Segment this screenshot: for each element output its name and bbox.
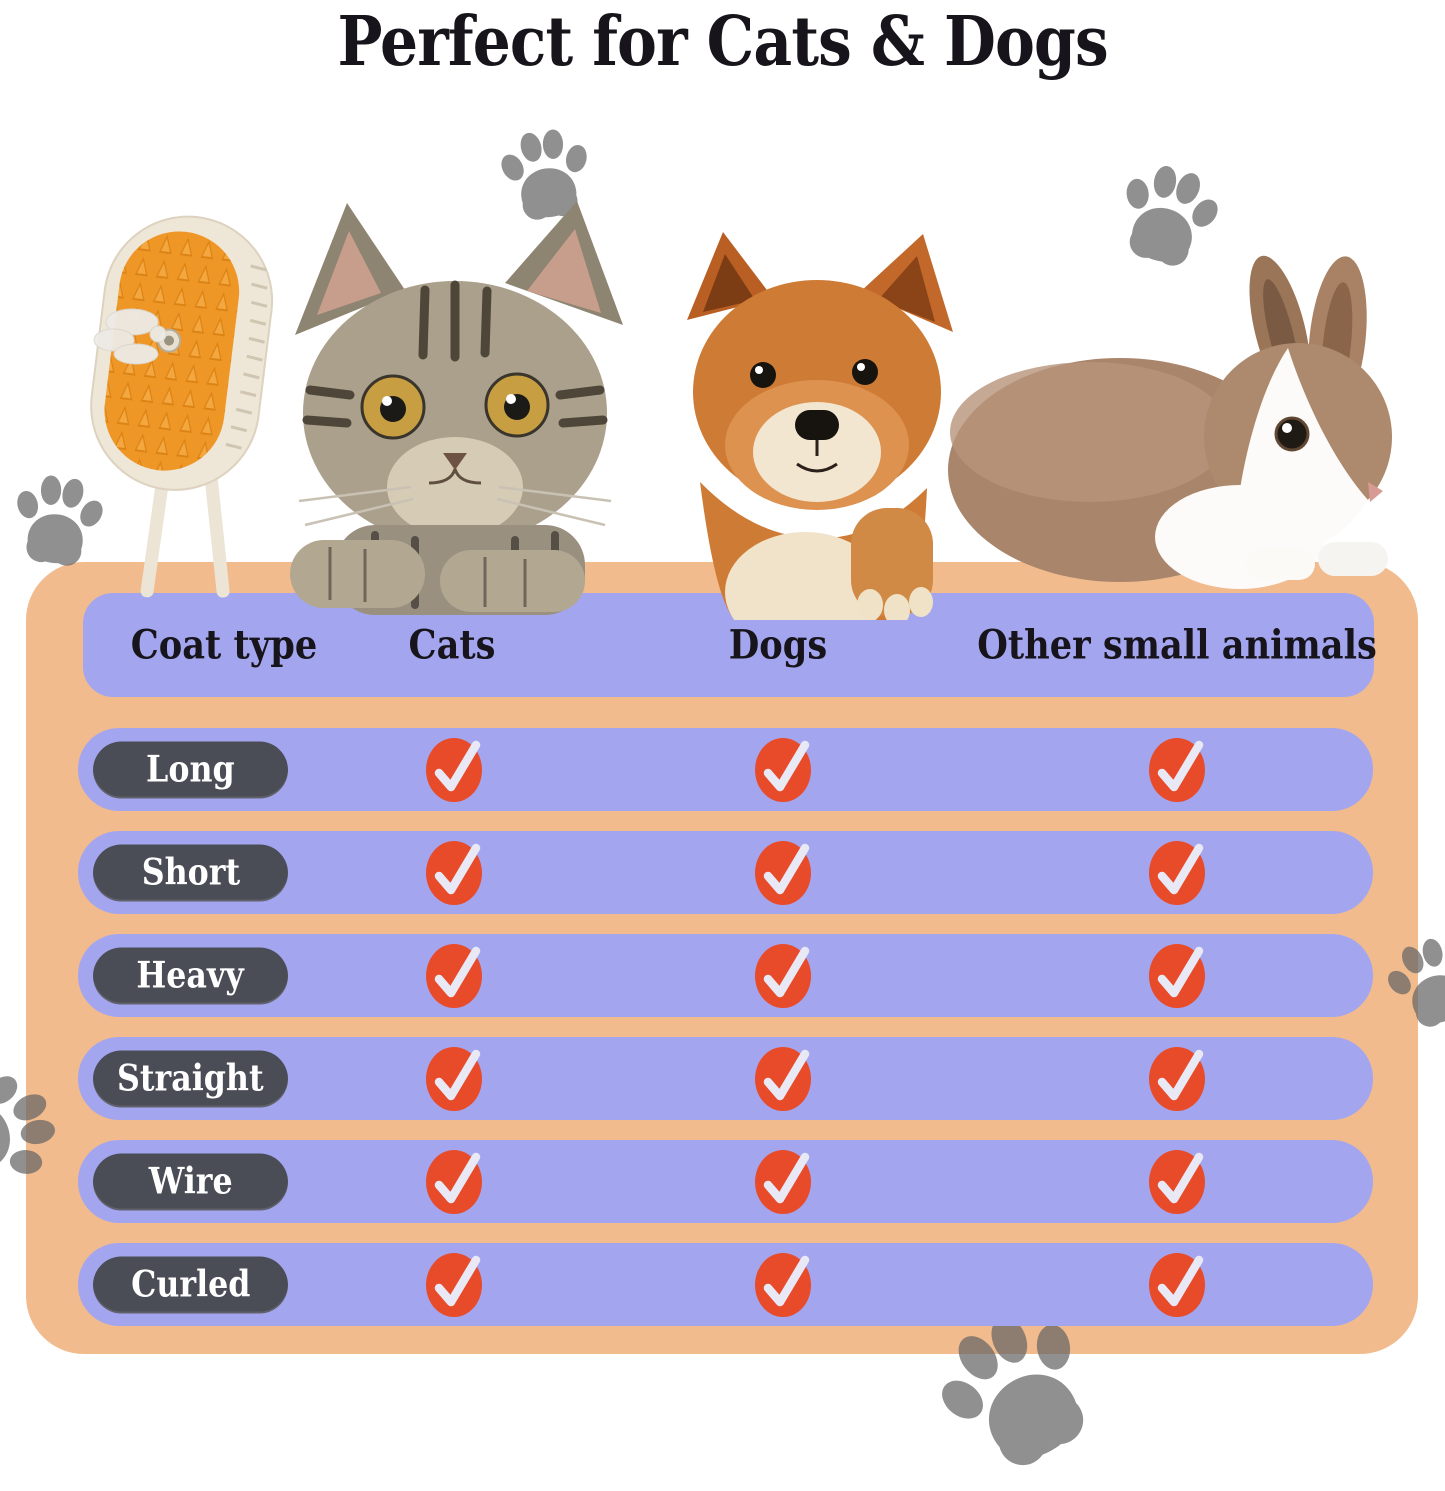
check-cell-cats [426, 737, 482, 802]
page-title: Perfect for Cats & Dogs [337, 2, 1108, 82]
check-icon [1149, 943, 1205, 1008]
coat-type-label: Curled [130, 1263, 251, 1306]
check-icon [755, 1046, 811, 1111]
check-cell-cats [426, 943, 482, 1008]
column-header-other-small-animals: Other small animals [977, 621, 1377, 669]
check-icon [755, 1149, 811, 1214]
check-cell-dogs [755, 840, 811, 905]
steam-puff [93, 308, 167, 365]
check-icon [1149, 840, 1205, 905]
coat-type-label: Wire [148, 1160, 233, 1203]
check-cell-dogs [755, 1046, 811, 1111]
check-icon [755, 943, 811, 1008]
check-icon [1149, 1149, 1205, 1214]
check-cell-other [1149, 943, 1205, 1008]
check-cell-cats [426, 1149, 482, 1214]
check-cell-cats [426, 1252, 482, 1317]
check-cell-cats [426, 840, 482, 905]
cat-eyes [360, 372, 550, 440]
rabbit-paw [1245, 548, 1315, 580]
dog-paw [851, 508, 933, 620]
rabbit-illustration [948, 255, 1392, 589]
check-icon [1149, 1046, 1205, 1111]
table-row: Straight [78, 1037, 1373, 1120]
table-row: Curled [78, 1243, 1373, 1326]
table-row: Short [78, 831, 1373, 914]
cat-stripes [302, 280, 608, 428]
coat-type-pill: Straight [93, 1050, 288, 1107]
check-cell-dogs [755, 943, 811, 1008]
dog-chest [725, 532, 885, 620]
check-cell-other [1149, 1046, 1205, 1111]
brush-body [90, 215, 274, 491]
check-cell-other [1149, 840, 1205, 905]
check-cell-other [1149, 1252, 1205, 1317]
brush-handle-prongs [140, 470, 230, 598]
check-cell-dogs [755, 1252, 811, 1317]
cat-nose [443, 453, 467, 470]
check-icon [426, 1046, 482, 1111]
coat-type-label: Short [141, 851, 240, 894]
dog-nose [795, 410, 839, 440]
check-cell-other [1149, 1149, 1205, 1214]
check-cell-cats [426, 1046, 482, 1111]
check-icon [1149, 737, 1205, 802]
coat-type-label: Heavy [136, 954, 245, 997]
check-icon [755, 1252, 811, 1317]
cat-ears [295, 201, 623, 335]
check-icon [426, 1252, 482, 1317]
check-cell-dogs [755, 737, 811, 802]
check-cell-dogs [755, 1149, 811, 1214]
rabbit-paw [1318, 542, 1388, 576]
coat-type-pill: Short [93, 844, 288, 901]
coat-type-label: Straight [117, 1057, 264, 1100]
column-header-dogs: Dogs [728, 621, 828, 669]
table-row: Heavy [78, 934, 1373, 1017]
cat-paws [290, 540, 585, 612]
cat-muzzle [387, 437, 523, 537]
coat-type-label: Long [146, 748, 235, 791]
coat-type-pill: Heavy [93, 947, 288, 1004]
table-row: Wire [78, 1140, 1373, 1223]
check-icon [755, 840, 811, 905]
cat-head [303, 281, 607, 545]
rabbit-eye [1274, 416, 1310, 452]
brush-side-ridges [225, 264, 268, 450]
column-header-coat-type: Coat type [130, 621, 318, 669]
coat-type-pill: Wire [93, 1153, 288, 1210]
check-icon [426, 943, 482, 1008]
check-icon [1149, 1252, 1205, 1317]
cat-whiskers [298, 485, 612, 527]
rabbit-nose [1368, 482, 1383, 502]
dog-illustration [687, 232, 953, 620]
coat-type-pill: Long [93, 741, 288, 798]
table-row: Long [78, 728, 1373, 811]
check-cell-other [1149, 737, 1205, 802]
steam-brush-illustration [90, 215, 274, 598]
check-icon [426, 840, 482, 905]
check-icon [426, 1149, 482, 1214]
cat-illustration [290, 201, 623, 615]
column-header-cats: Cats [408, 621, 496, 669]
dog-eyes [750, 359, 878, 388]
check-icon [426, 737, 482, 802]
check-icon [755, 737, 811, 802]
coat-type-pill: Curled [93, 1256, 288, 1313]
